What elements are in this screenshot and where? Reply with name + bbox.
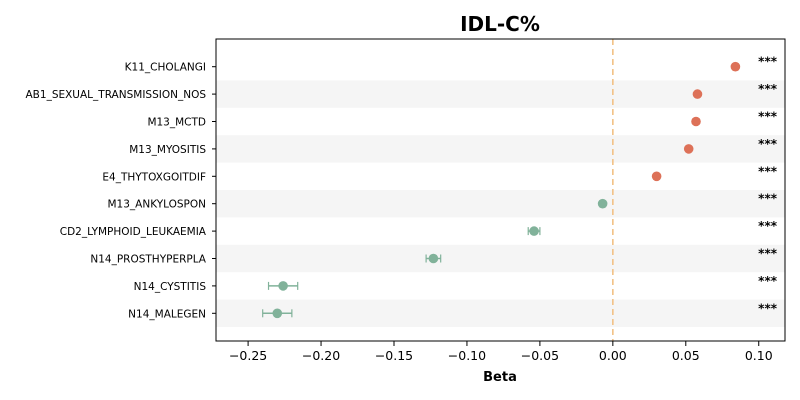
data-point [597,198,608,209]
data-point [651,171,662,182]
significance-label: *** [758,110,778,124]
x-axis-ticks: −0.25 −0.20 −0.15 −0.10 −0.05 0.00 0.05 0.10 [229,341,773,363]
chart-title: IDL-C% [460,12,540,36]
category-label: M13_ANKYLOSPON [108,199,207,211]
row-band [216,80,785,108]
data-point [692,89,703,99]
row-band [216,299,785,327]
data-points [272,61,741,319]
category-label: M13_MCTD [147,117,206,129]
y-axis-labels: K11_CHOLANGI AB1_SEXUAL_TRANSMISSION_NOS M… [26,62,216,320]
plot-frame [215,38,786,342]
data-point [278,281,288,291]
category-label: N14_CYSTITIS [134,281,207,293]
x-tick-label: −0.05 [521,348,559,363]
x-tick-label: −0.20 [302,348,340,363]
category-label: CD2_LYMPHOID_LEUKAEMIA [60,226,207,238]
category-label: AB1_SEXUAL_TRANSMISSION_NOS [26,89,207,101]
category-label: K11_CHOLANGI [125,62,206,74]
significance-label: *** [758,247,778,261]
x-tick-label: 0.05 [672,348,700,363]
row-band [216,244,785,273]
significance-label: *** [758,55,778,69]
significance-label: *** [758,219,778,233]
x-tick-label: 0.00 [599,348,627,363]
x-tick-label: −0.15 [375,348,413,363]
data-point [428,253,439,264]
row-band [216,135,785,163]
significance-label: *** [758,82,778,96]
significance-label: *** [758,192,778,206]
data-point [272,308,283,319]
row-bands [216,80,785,327]
data-point [691,116,701,127]
x-tick-label: 0.10 [745,348,773,363]
category-label: E4_THYTOXGOITDIF [102,171,206,183]
significance-label: *** [758,137,778,151]
category-label: M13_MYOSITIS [129,144,206,156]
category-label: N14_PROSTHYPERPLA [90,254,206,266]
row-band [216,190,785,218]
x-tick-label: −0.10 [448,348,486,363]
significance-label: *** [758,301,778,315]
data-point [730,61,741,72]
category-label: N14_MALEGEN [128,308,206,320]
x-axis-label: Beta [483,370,517,385]
significance-label: *** [758,274,778,288]
significance-labels: *** *** *** *** *** *** *** *** *** *** [758,55,778,316]
significance-label: *** [758,164,778,178]
data-point [683,144,694,154]
data-point [529,226,539,236]
x-tick-label: −0.25 [229,348,267,363]
